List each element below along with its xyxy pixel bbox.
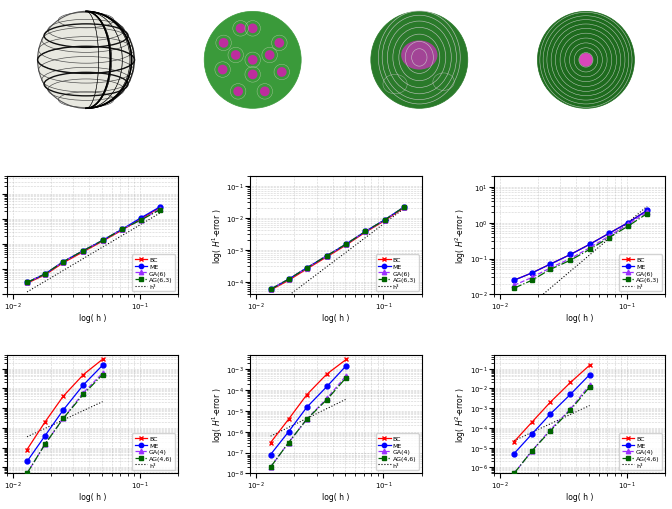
X-axis label: log( h ): log( h ): [79, 314, 106, 323]
Circle shape: [231, 51, 241, 61]
X-axis label: log( h ): log( h ): [323, 314, 349, 323]
X-axis label: log( h ): log( h ): [566, 492, 593, 501]
Circle shape: [277, 68, 287, 78]
Legend: BC, ME, GA(4), AG(4,6), h³: BC, ME, GA(4), AG(4,6), h³: [619, 434, 662, 470]
Circle shape: [371, 12, 468, 109]
Ellipse shape: [401, 41, 437, 70]
Circle shape: [265, 51, 274, 61]
Circle shape: [274, 39, 284, 49]
Legend: BC, ME, GA(6), AG(6,3), h³: BC, ME, GA(6), AG(6,3), h³: [619, 255, 662, 292]
Circle shape: [260, 88, 269, 97]
Ellipse shape: [579, 54, 593, 68]
X-axis label: log( h ): log( h ): [566, 314, 593, 323]
Y-axis label: log( $H^2$-error ): log( $H^2$-error ): [454, 387, 468, 442]
Circle shape: [248, 56, 257, 66]
X-axis label: log( h ): log( h ): [79, 492, 106, 501]
Circle shape: [248, 24, 257, 34]
Circle shape: [236, 24, 245, 34]
Circle shape: [248, 70, 257, 80]
Legend: BC, ME, GA(6), AG(6,3), h³: BC, ME, GA(6), AG(6,3), h³: [132, 255, 175, 292]
Y-axis label: log( $H^1$-error ): log( $H^1$-error ): [210, 208, 224, 263]
Circle shape: [219, 39, 228, 49]
X-axis label: log( h ): log( h ): [323, 492, 349, 501]
Circle shape: [233, 88, 243, 97]
Circle shape: [204, 12, 301, 109]
Circle shape: [218, 66, 228, 75]
Circle shape: [38, 12, 134, 109]
Y-axis label: log( $H^1$-error ): log( $H^1$-error ): [210, 387, 224, 442]
Legend: BC, ME, GA(4), AG(4,6), h³: BC, ME, GA(4), AG(4,6), h³: [376, 434, 419, 470]
Legend: BC, ME, GA(4), AG(4,6), h³: BC, ME, GA(4), AG(4,6), h³: [132, 434, 175, 470]
Legend: BC, ME, GA(6), AG(6,3), h³: BC, ME, GA(6), AG(6,3), h³: [376, 255, 419, 292]
Circle shape: [538, 12, 634, 109]
Y-axis label: log( $H^2$-error ): log( $H^2$-error ): [454, 208, 468, 263]
